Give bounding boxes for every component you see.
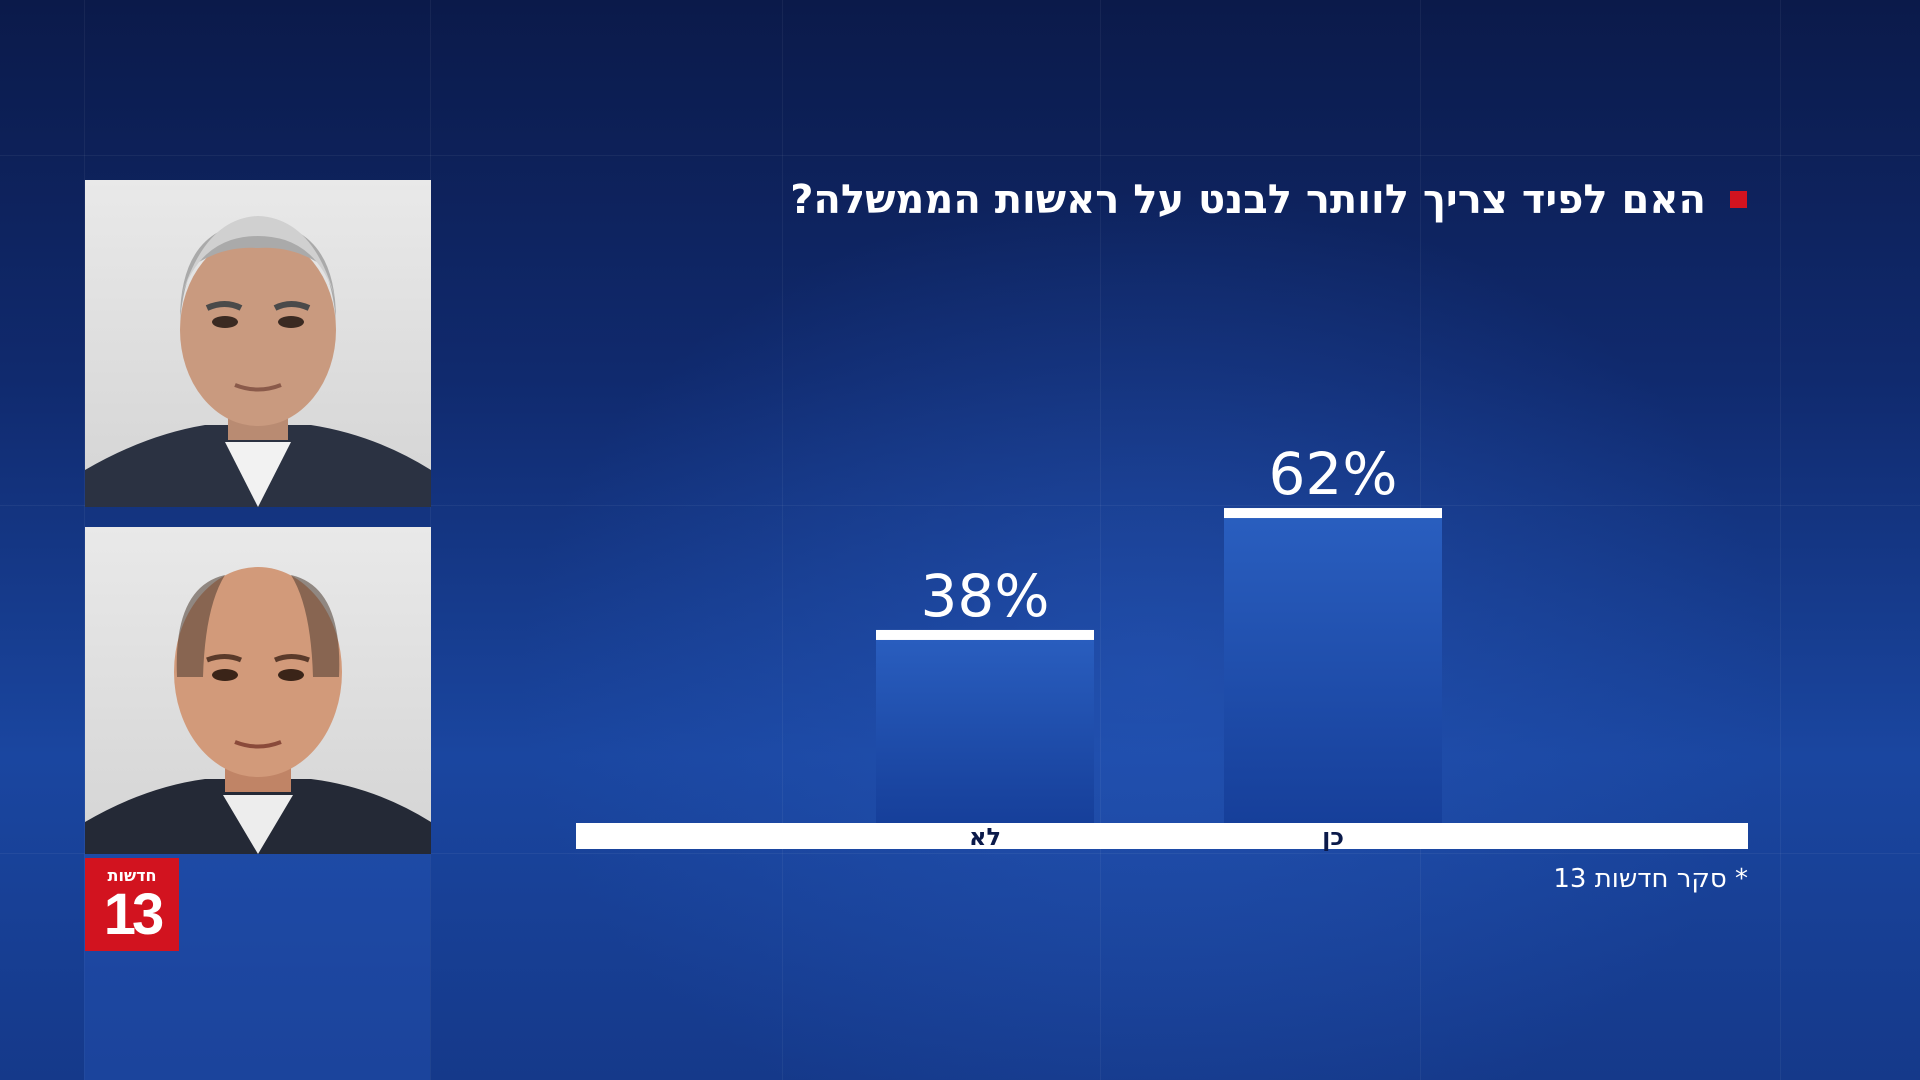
bar-cap [876, 629, 1094, 640]
background-line [782, 0, 783, 1080]
logo-word: חדשות [107, 866, 157, 885]
x-axis-baseline [576, 823, 1748, 849]
bar-no [876, 629, 1094, 823]
bar-yes [1224, 508, 1442, 823]
bar-group: 38% לא 62% כן [576, 440, 1748, 851]
portrait-top [85, 180, 431, 507]
chart-title: האם לפיד צריך לוותר לבנט על ראשות הממשלה… [790, 177, 1706, 223]
background-line [0, 505, 1920, 506]
data-label: 38% [921, 562, 1050, 630]
source-note: * סקר חדשות 13 [1553, 864, 1748, 894]
channel-logo: חדשות 13 [85, 858, 179, 951]
person-portrait-icon [85, 216, 431, 507]
background-line [1780, 0, 1781, 1080]
background-line [0, 853, 1920, 854]
background-line [0, 155, 1920, 156]
portrait-bottom [85, 527, 431, 854]
person-portrait-icon [85, 567, 431, 854]
category-label: כן [1322, 823, 1344, 851]
data-label: 62% [1269, 440, 1398, 508]
background-line [1100, 0, 1101, 1080]
background-line [84, 0, 85, 1080]
category-label: לא [969, 823, 1001, 851]
bar-cap [1224, 508, 1442, 519]
logo-number: 13 [103, 882, 165, 947]
title-bullet-icon [1730, 191, 1747, 208]
